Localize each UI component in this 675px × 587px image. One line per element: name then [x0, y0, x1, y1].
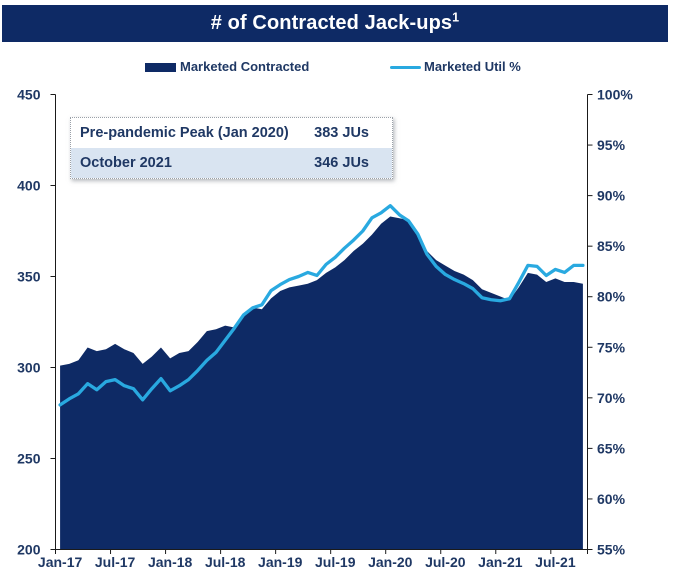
right-axis-label: 80%	[597, 289, 626, 305]
x-axis-label: Jul-19	[315, 554, 356, 570]
x-axis-label: Jan-18	[148, 554, 193, 570]
callout-current-label: October 2021	[80, 155, 172, 171]
left-axis-label: 200	[17, 542, 41, 558]
chart-title-bar: # of Contracted Jack-ups1	[2, 5, 668, 42]
callout-row-peak: Pre-pandemic Peak (Jan 2020) 383 JUs	[71, 118, 392, 148]
x-axis-label: Jan-20	[368, 554, 413, 570]
right-axis-label: 70%	[597, 390, 626, 406]
left-axis-label: 350	[17, 269, 41, 285]
left-axis-label: 400	[17, 178, 41, 194]
callout-peak-value: 383 JUs	[314, 125, 369, 141]
chart-title-superscript: 1	[452, 10, 460, 25]
right-axis-label: 85%	[597, 238, 626, 254]
legend-label-marketed-util: Marketed Util %	[424, 59, 521, 74]
callout-row-current: October 2021 346 JUs	[71, 148, 392, 178]
right-axis-label: 60%	[597, 491, 626, 507]
x-axis-label: Jul-20	[425, 554, 466, 570]
x-axis-label: Jan-17	[38, 554, 83, 570]
left-axis-label: 250	[17, 451, 41, 467]
x-axis-label: Jan-19	[258, 554, 303, 570]
callout-box: Pre-pandemic Peak (Jan 2020) 383 JUs Oct…	[70, 117, 393, 179]
series-marketed-contracted-area	[60, 216, 583, 550]
callout-peak-label: Pre-pandemic Peak (Jan 2020)	[80, 125, 289, 141]
right-axis-label: 65%	[597, 440, 626, 456]
series-marketed-util-line	[58, 204, 585, 407]
x-axis-label: Jan-21	[478, 554, 523, 570]
right-axis-label: 75%	[597, 339, 626, 355]
callout-current-value: 346 JUs	[314, 155, 369, 171]
right-axis-label: 95%	[597, 137, 626, 153]
x-axis-label: Jul-17	[95, 554, 136, 570]
left-axis-label: 300	[17, 360, 41, 376]
legend-line-swatch-icon	[390, 66, 421, 70]
chart-legend: Marketed Contracted Marketed Util %	[0, 58, 675, 76]
x-axis-label: Jul-21	[535, 554, 576, 570]
legend-area-swatch-icon	[145, 63, 176, 72]
x-axis-label: Jul-18	[205, 554, 246, 570]
right-axis-label: 100%	[597, 87, 633, 103]
right-axis-label: 55%	[597, 542, 626, 558]
legend-label-marketed-contracted: Marketed Contracted	[180, 59, 310, 74]
right-axis-label: 90%	[597, 188, 626, 204]
chart-title-text: # of Contracted Jack-ups	[210, 12, 453, 34]
left-axis-label: 450	[17, 87, 41, 103]
